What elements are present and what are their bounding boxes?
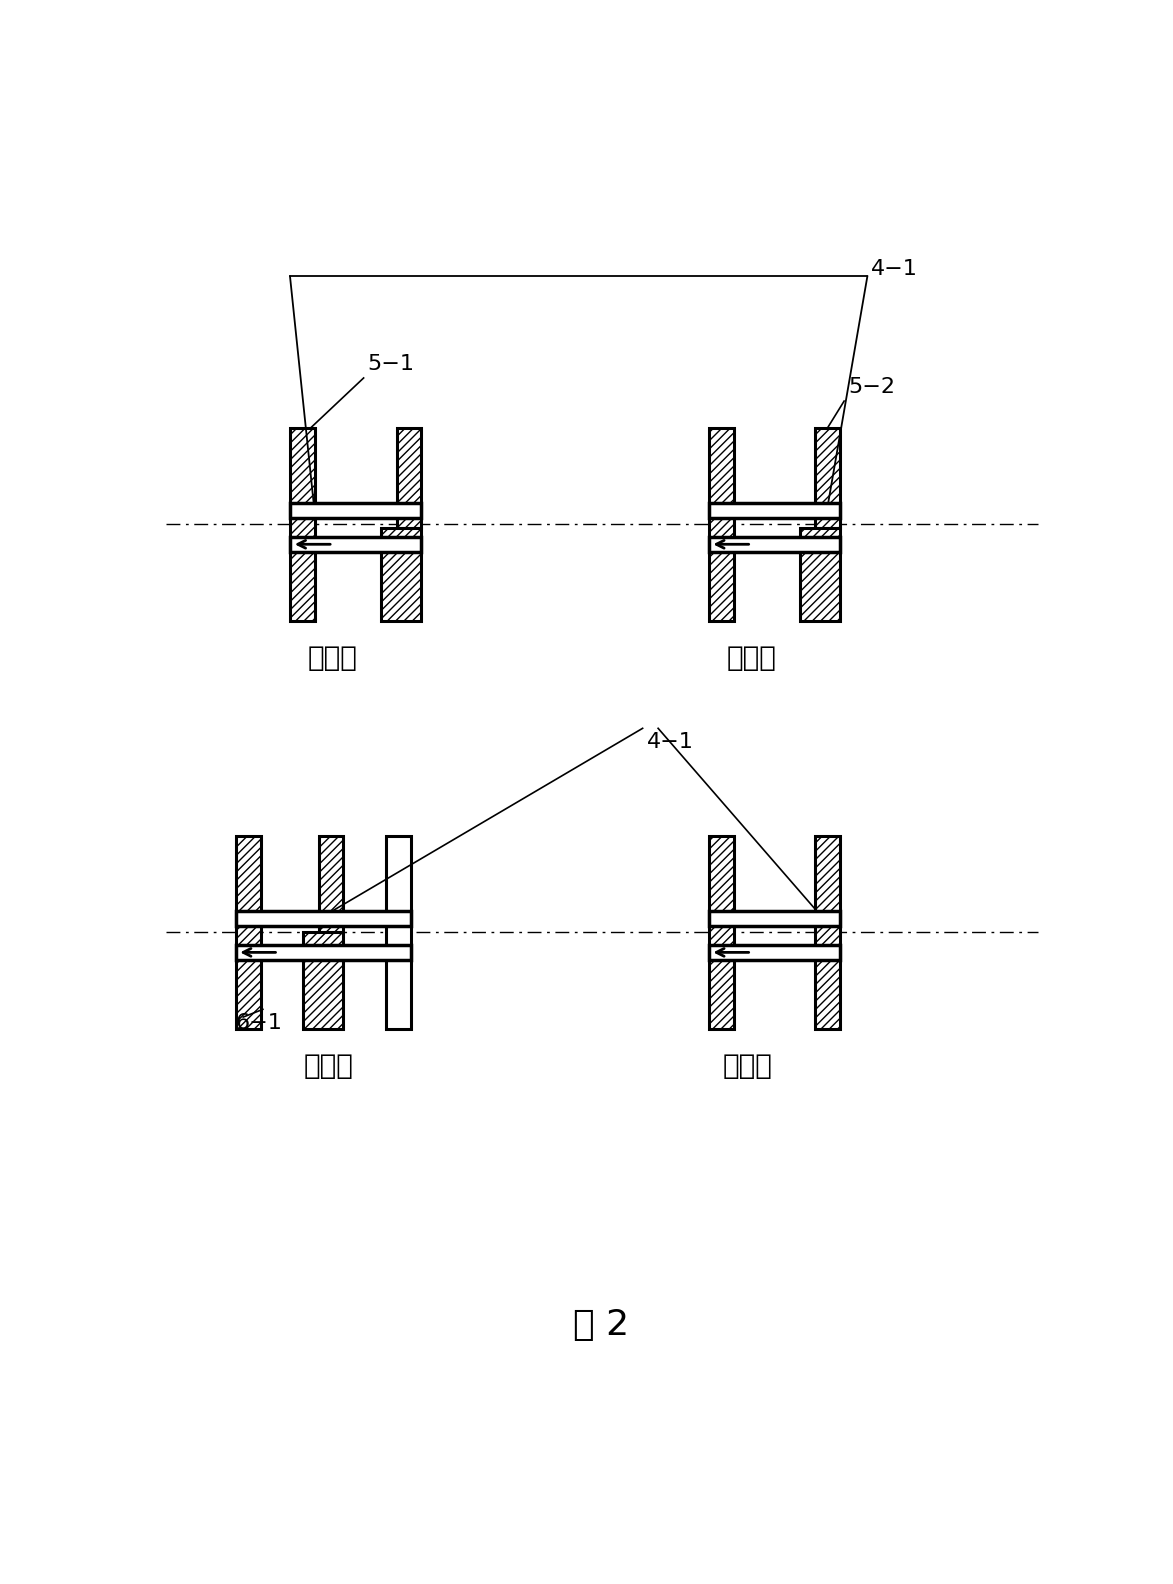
Bar (815, 428, 840, 527)
Bar (708, 944, 840, 960)
Bar (236, 836, 260, 1028)
Text: 4−1: 4−1 (646, 732, 693, 752)
Bar (291, 428, 316, 621)
Bar (800, 527, 840, 621)
Bar (291, 502, 421, 518)
Bar (319, 836, 344, 933)
Bar (708, 428, 733, 621)
Text: 5−1: 5−1 (367, 355, 414, 374)
Text: 步骤一: 步骤一 (307, 643, 358, 672)
Bar (708, 836, 733, 1028)
Text: 图 2: 图 2 (574, 1308, 630, 1342)
Bar (815, 836, 840, 1028)
Bar (386, 836, 411, 1028)
Bar (303, 933, 344, 1028)
Text: 步骤三: 步骤三 (304, 1052, 354, 1080)
Bar (708, 502, 840, 518)
Bar (708, 537, 840, 551)
Text: 6−1: 6−1 (236, 1014, 283, 1033)
Bar (236, 911, 411, 927)
Text: 4−1: 4−1 (872, 258, 918, 279)
Bar (708, 911, 840, 927)
Bar (236, 944, 411, 960)
Text: 步骤四: 步骤四 (723, 1052, 772, 1080)
Text: 步骤二: 步骤二 (726, 643, 777, 672)
Text: 5−2: 5−2 (848, 377, 895, 398)
Bar (396, 428, 421, 527)
Bar (381, 527, 421, 621)
Bar (291, 537, 421, 551)
